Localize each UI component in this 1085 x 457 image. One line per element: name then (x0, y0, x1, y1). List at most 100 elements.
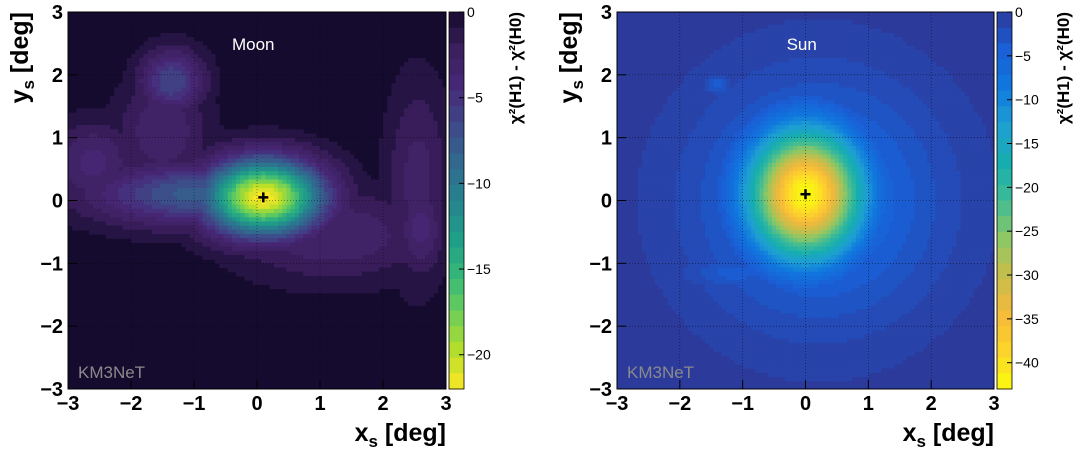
sun-heat-cell (864, 45, 869, 51)
moon-heat-cell (441, 162, 446, 168)
moon-heat-cell (143, 187, 149, 193)
moon-heat-cell (387, 162, 392, 168)
sun-heat-cell (801, 62, 807, 68)
moon-heat-cell (378, 213, 384, 218)
moon-heat-cell (89, 162, 94, 168)
sun-heat-cell (922, 91, 928, 97)
moon-heat-cell (156, 158, 161, 164)
moon-heat-cell (412, 179, 418, 185)
moon-heat-cell (143, 70, 149, 76)
sun-heat-cell (684, 112, 689, 118)
sun-heat-cell (851, 99, 857, 105)
moon-heat-cell (383, 166, 388, 172)
moon-heat-cell (139, 150, 145, 156)
sun-heat-cell (826, 37, 832, 42)
moon-heat-cell (126, 125, 132, 130)
moon-heat-cell (164, 146, 170, 151)
sun-heat-cell (855, 24, 861, 30)
moon-heat-cell (420, 74, 426, 80)
sun-heat-cell (751, 37, 756, 42)
moon-heat-cell (265, 137, 271, 143)
moon-heat-cell (206, 116, 212, 122)
sun-heat-cell (776, 28, 781, 34)
moon-heat-cell (299, 183, 304, 189)
moon-heat-cell (416, 70, 422, 76)
moon-heat-cell (105, 133, 111, 139)
moon-heat-cell (164, 175, 170, 181)
moon-heat-cell (240, 263, 245, 269)
sun-heat-cell (671, 99, 677, 105)
moon-heat-cell (164, 99, 170, 105)
sun-heat-cell (893, 70, 899, 76)
sun-heat-cell (851, 24, 857, 30)
sun-heat-cell (767, 87, 773, 93)
moon-heat-cell (219, 196, 224, 202)
moon-heat-cell (437, 125, 443, 130)
moon-heat-cell (219, 242, 224, 248)
moon-heat-cell (160, 125, 166, 130)
sun-heat-cell (859, 58, 865, 63)
moon-heat-cell (173, 150, 178, 156)
moon-heat-cell (395, 217, 401, 223)
moon-heat-cell (383, 263, 388, 269)
moon-heat-cell (80, 187, 86, 193)
moon-heat-cell (437, 204, 443, 210)
moon-heat-cell (122, 125, 128, 130)
moon-heat-cell (383, 234, 388, 239)
moon-heat-cell (370, 271, 376, 277)
sun-heat-cell (813, 104, 819, 109)
moon-heat-cell (412, 146, 418, 151)
moon-heat-cell (131, 112, 136, 118)
moon-heat-cell (433, 108, 439, 114)
sun-heat-cell (679, 83, 685, 88)
sun-heat-cell (855, 83, 861, 88)
moon-heat-cell (210, 70, 216, 76)
moon-heat-cell (299, 175, 304, 181)
moon-heat-cell (105, 234, 111, 239)
moon-heat-cell (101, 204, 107, 210)
moon-heat-cell (441, 238, 446, 243)
moon-heat-cell (357, 259, 363, 264)
moon-heat-cell (177, 58, 182, 63)
moon-heat-cell (152, 234, 157, 239)
sun-heat-cell (725, 112, 731, 118)
moon-heat-cell (147, 208, 153, 214)
moon-heat-cell (269, 280, 275, 285)
sun-heat-cell (968, 104, 974, 109)
sun-heat-cell (725, 79, 731, 84)
moon-heat-cell (198, 234, 203, 239)
sun-heat-cell (813, 83, 819, 88)
sun-heat-cell (876, 37, 882, 42)
moon-heat-cell (206, 125, 212, 130)
sun-heat-cell (893, 62, 899, 68)
moon-heat-cell (332, 141, 338, 147)
moon-heat-cell (206, 217, 212, 223)
moon-heat-cell (189, 217, 195, 223)
moon-heat-cell (387, 267, 392, 273)
moon-heat-cell (278, 259, 283, 264)
moon-heat-cell (68, 221, 73, 227)
moon-heat-cell (286, 179, 292, 185)
sun-heat-cell (859, 49, 865, 55)
moon-heat-cell (416, 66, 422, 72)
sun-heat-cell (813, 20, 819, 26)
moon-heat-cell (80, 129, 86, 135)
moon-heat-cell (404, 79, 409, 84)
moon-heat-cell (202, 95, 208, 101)
sun-heat-cell (839, 41, 844, 47)
moon-heat-cell (257, 175, 262, 181)
moon-heat-cell (441, 141, 446, 147)
moon-heat-cell (357, 242, 363, 248)
moon-colorbar-tick-label: −10 (467, 175, 491, 191)
moon-heat-cell (160, 204, 166, 210)
moon-heat-cell (198, 66, 203, 72)
moon-heat-cell (202, 246, 208, 252)
moon-heat-cell (139, 187, 145, 193)
moon-heat-cell (202, 141, 208, 147)
moon-heat-cell (437, 221, 443, 227)
moon-heat-cell (168, 158, 174, 164)
sun-heat-cell (922, 104, 928, 109)
sun-heat-cell (813, 45, 819, 51)
moon-heat-cell (173, 171, 178, 176)
moon-heat-cell (177, 79, 182, 84)
